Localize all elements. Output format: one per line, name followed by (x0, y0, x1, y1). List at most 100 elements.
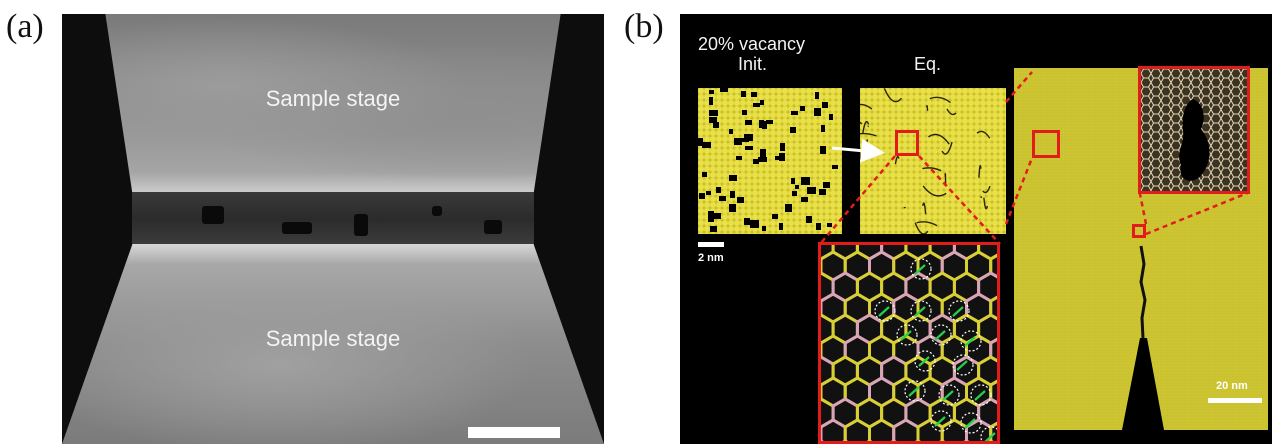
scale-bar-small (698, 242, 724, 247)
vacancy-site (819, 189, 826, 195)
atomic-structure (821, 245, 997, 441)
film-hole (432, 206, 442, 216)
equilibrated-lattice (860, 88, 1006, 234)
vacancy-site (762, 121, 767, 129)
crack-notch (1122, 245, 1164, 430)
vacancy-site (750, 220, 759, 228)
scale-large-label: 20 nm (1216, 380, 1248, 392)
vacancy-label: 20% vacancy (698, 34, 806, 54)
vacancy-site (729, 175, 737, 181)
vacancy-site (736, 156, 742, 160)
vacancy-site (698, 138, 703, 146)
vacancy-site (772, 214, 778, 219)
vacancy-site (713, 122, 719, 128)
crack-zoom-inset (1138, 66, 1250, 194)
vacancy-site (791, 178, 795, 184)
scale-small-label: 2 nm (698, 252, 724, 264)
film-hole (282, 222, 312, 234)
vacancy-site (745, 146, 753, 150)
vacancy-site (820, 146, 826, 154)
film-hole (354, 214, 368, 236)
crack-zoom-image (1141, 69, 1247, 191)
vacancy-site (710, 226, 717, 232)
init-label: Init. (738, 54, 768, 74)
initial-lattice (698, 88, 842, 234)
vacancy-site (742, 110, 747, 115)
vacancy-site (815, 92, 819, 99)
panel-a-label: (a) (6, 8, 44, 45)
vacancy-site (709, 110, 718, 116)
vacancy-site (821, 125, 825, 132)
vacancy-site (780, 143, 785, 151)
suspended-film (132, 192, 534, 246)
vacancy-site (745, 120, 752, 125)
vacancy-site (827, 223, 832, 227)
vacancy-site (816, 223, 821, 230)
sample-stage-bottom: Sample stage (62, 244, 604, 444)
sample-stage-top: Sample stage (105, 14, 561, 194)
vacancy-site (709, 90, 714, 94)
vacancy-site (699, 193, 705, 199)
vacancy-site (708, 211, 714, 217)
sample-stage-top-label: Sample stage (265, 86, 401, 111)
vacancy-site (729, 129, 733, 134)
vacancy-site (823, 182, 830, 188)
vacancy-site (716, 187, 721, 193)
vacancy-site (744, 218, 750, 225)
vacancy-site (734, 138, 742, 145)
vacancy-site (720, 88, 728, 92)
vacancy-site (785, 204, 792, 212)
vacancy-site (751, 92, 757, 97)
vacancy-site (779, 153, 785, 161)
vacancy-site (709, 117, 717, 123)
vacancy-site (737, 197, 744, 203)
vacancy-site (744, 134, 753, 141)
vacancy-site (760, 100, 764, 105)
highlight-box-sheet (1032, 130, 1060, 158)
vacancy-site (822, 102, 828, 108)
vacancy-site (719, 196, 726, 201)
vacancy-site (729, 204, 736, 212)
atomic-zoom-inset (818, 242, 1000, 444)
vacancy-site (762, 226, 766, 231)
vacancy-site (779, 223, 783, 230)
panel-b-label: (b) (624, 8, 664, 45)
vacancy-site (801, 177, 810, 185)
vacancy-site (753, 103, 760, 107)
vacancy-site (832, 165, 838, 169)
simulation-panel: 20% vacancy Init. Eq. 2 nm (680, 14, 1272, 444)
vacancy-site (814, 108, 821, 116)
vacancy-site (702, 172, 707, 177)
eq-label: Eq. (914, 54, 942, 74)
sample-stage-bottom-label: Sample stage (265, 326, 401, 351)
vacancy-site (730, 191, 735, 198)
vacancy-site (807, 187, 816, 194)
vacancy-site (741, 91, 746, 97)
vacancy-site (800, 106, 805, 111)
scale-bar (468, 427, 560, 438)
highlight-box-eq (895, 130, 919, 156)
vacancy-site (829, 114, 833, 120)
vacancy-site (791, 111, 798, 115)
film-hole (202, 206, 224, 224)
sem-image-panel: Sample stage Sample stage (62, 14, 604, 444)
vacancy-site (760, 149, 766, 157)
vacancy-site (714, 213, 721, 219)
vacancy-site (709, 97, 713, 105)
vacancy-site (792, 191, 797, 196)
vacancy-site (708, 217, 714, 222)
vacancy-site (795, 185, 799, 189)
vacancy-site (801, 197, 808, 202)
film-hole (484, 220, 502, 234)
vacancy-site (766, 120, 773, 124)
vacancy-site (758, 157, 767, 162)
vacancy-site (790, 127, 796, 133)
vacancy-site (753, 159, 759, 164)
grain-boundaries (860, 88, 991, 234)
scale-bar-large (1208, 398, 1262, 403)
highlight-box-crack (1132, 224, 1146, 238)
vacancy-site (706, 191, 711, 195)
vacancy-site (806, 216, 812, 223)
vacancy-site (702, 142, 711, 148)
vacancy-site (759, 120, 764, 128)
